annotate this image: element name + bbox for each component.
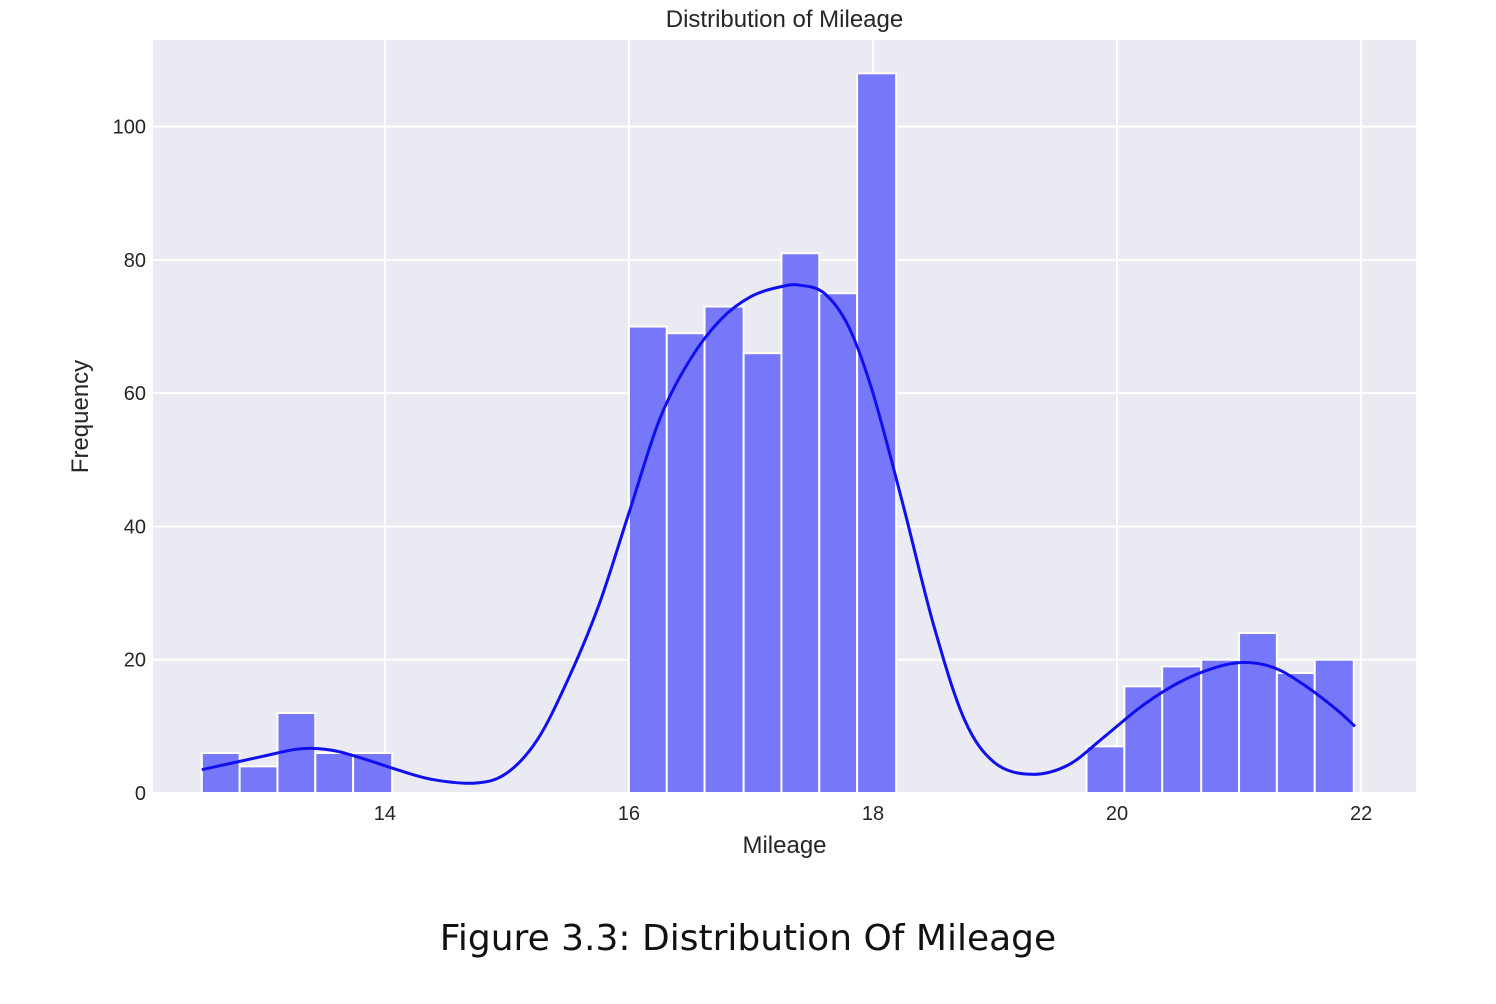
y-axis-title: Frequency [67,360,94,473]
x-tick-label: 22 [1350,803,1372,825]
y-tick-label: 100 [113,117,146,139]
x-tick-label: 18 [862,803,884,825]
histogram-bar [780,252,821,794]
histogram-chart: 14 16 18 20 22 0 20 40 60 80 100 Distribution of … [67,6,1416,859]
y-tick-label: 20 [124,650,146,672]
histogram-bar [1313,658,1355,794]
histogram-bar [1123,685,1164,795]
histogram-bar [856,72,898,794]
y-tick-label: 0 [135,783,146,805]
y-tick-label: 40 [124,516,146,538]
histogram-bar [1200,658,1241,794]
chart-title: Distribution of Mileage [666,6,903,33]
histogram-bar [352,752,394,794]
histogram-bar [665,332,706,794]
histogram-bar [314,752,355,794]
histogram-bar [1275,672,1316,794]
x-tick-label: 20 [1106,803,1128,825]
x-tick-label: 14 [374,803,396,825]
histogram-bar [1238,632,1278,794]
y-axis-ticks: 0 20 40 60 80 100 [113,117,146,805]
x-tick-label: 16 [618,803,640,825]
histogram-bars [200,72,1355,795]
histogram-bar [703,305,745,794]
kde-curve [201,283,1357,785]
histogram-bar [200,752,241,794]
histogram-bar [238,765,279,795]
histogram-bar [818,292,859,794]
y-tick-label: 80 [124,250,146,272]
histogram-bar [1161,665,1203,795]
x-axis-ticks: 14 16 18 20 22 [374,803,1372,825]
histogram-bar [1085,745,1126,795]
x-axis-title: Mileage [742,832,826,859]
y-tick-label: 60 [124,383,146,405]
figure-caption: Figure 3.3: Distribution Of Mileage [439,918,1057,959]
histogram-bar [742,352,783,794]
histogram-bar [627,325,668,794]
